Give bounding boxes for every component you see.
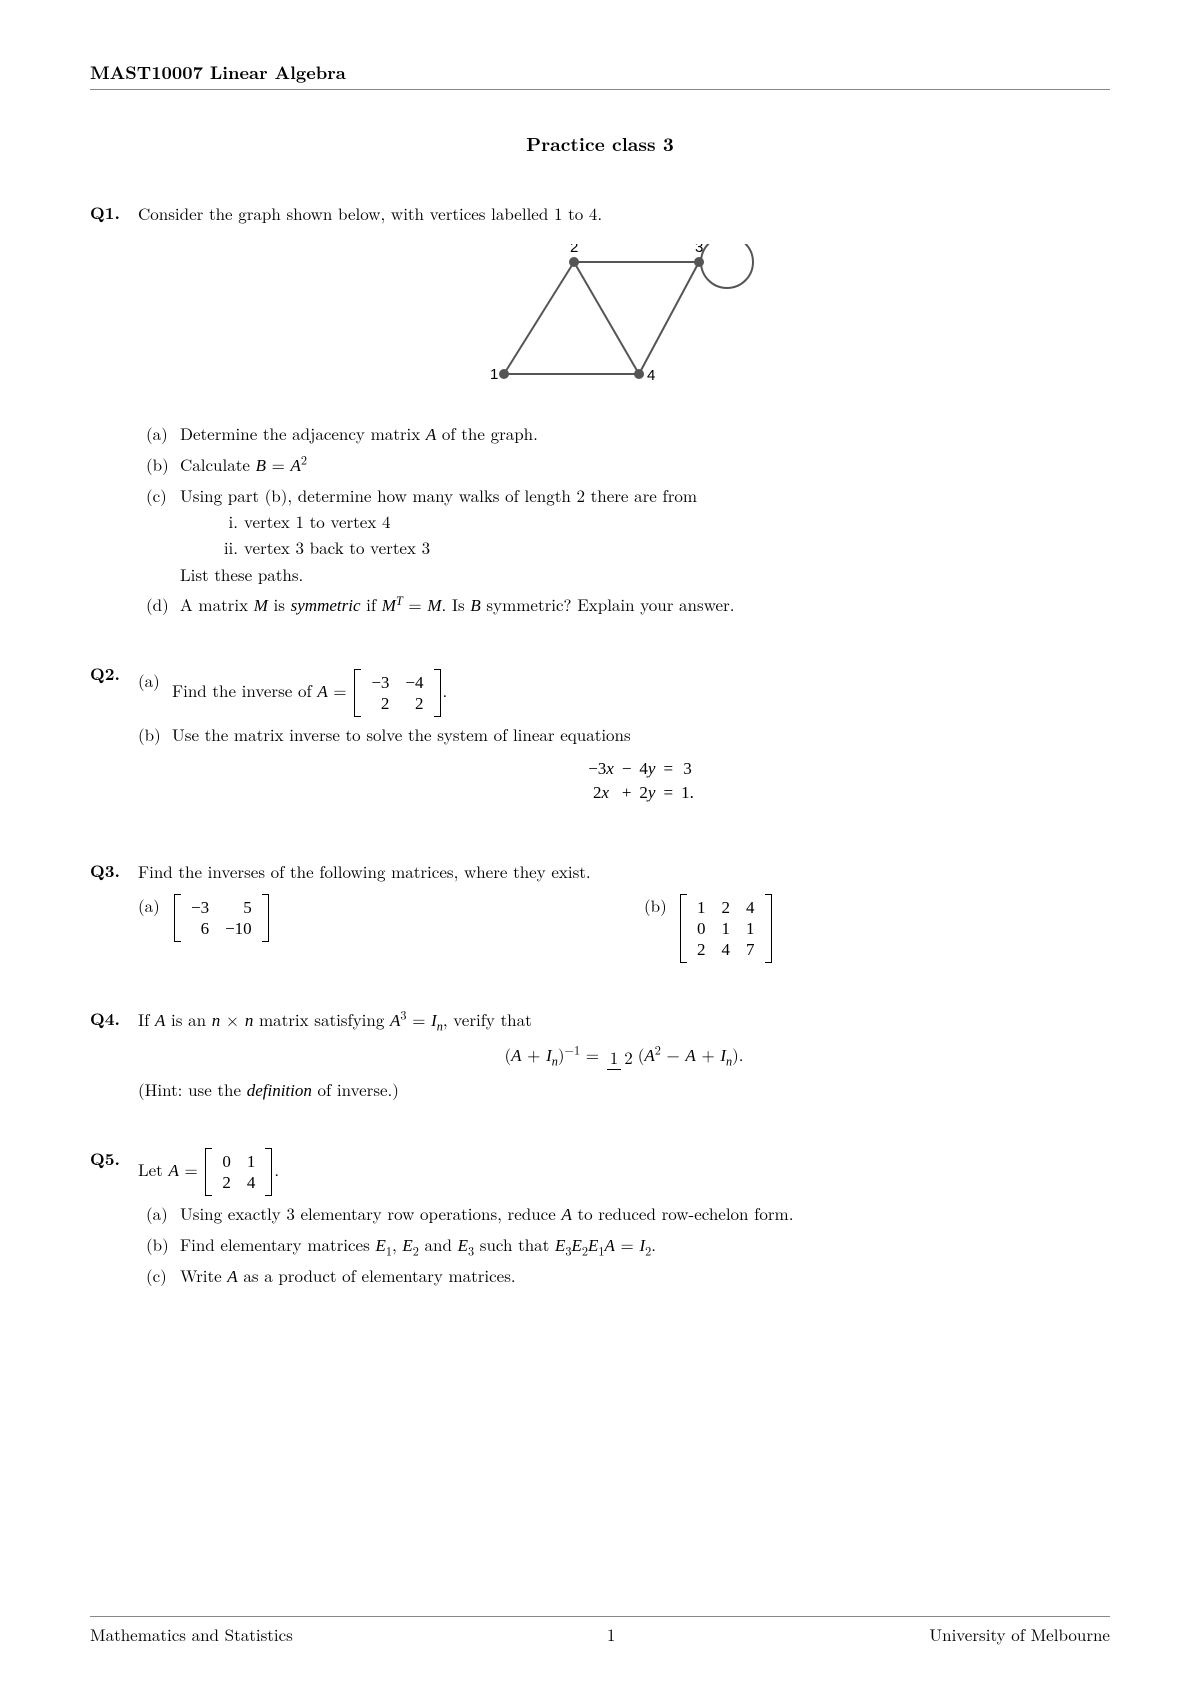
q3a-matrix: −356−10 bbox=[174, 894, 269, 943]
q4-label: Q4. bbox=[90, 1008, 138, 1032]
q1d: A matrix M is symmetric if MT = M. Is B … bbox=[180, 593, 1110, 618]
footer-center: 1 bbox=[607, 1623, 616, 1647]
q1-intro: Consider the graph shown below, with ver… bbox=[138, 202, 1110, 226]
svg-text:2: 2 bbox=[570, 244, 578, 256]
page-title: Practice class 3 bbox=[90, 130, 1110, 157]
page: MAST10007 Linear Algebra Practice class … bbox=[0, 0, 1200, 1697]
q4-body: If A is an n × n matrix satisfying A3 = … bbox=[138, 1008, 1110, 1102]
q2b: Use the matrix inverse to solve the syst… bbox=[172, 723, 1110, 814]
question-3: Q3. Find the inverses of the following m… bbox=[90, 860, 1110, 964]
q2a: Find the inverse of A = −3−422. bbox=[172, 669, 1110, 718]
header: MAST10007 Linear Algebra bbox=[90, 60, 1110, 90]
graph-svg: 1 2 3 4 bbox=[474, 244, 774, 399]
q4-equation: (A + In)−1 = 12(A2 − A + In). bbox=[138, 1043, 1110, 1068]
question-5: Q5. Let A = 0124. (a) Using exactly 3 el… bbox=[90, 1148, 1110, 1289]
course-code: MAST10007 Linear Algebra bbox=[90, 60, 346, 85]
q5-label: Q5. bbox=[90, 1148, 138, 1172]
q3-label: Q3. bbox=[90, 860, 138, 884]
q5b: Find elementary matrices E1, E2 and E3 s… bbox=[180, 1233, 1110, 1258]
footer-right: University of Melbourne bbox=[929, 1623, 1110, 1647]
label-b: (b) bbox=[146, 1233, 180, 1258]
svg-text:3: 3 bbox=[695, 244, 703, 256]
q5a: Using exactly 3 elementary row operation… bbox=[180, 1202, 1110, 1227]
label-d: (d) bbox=[146, 593, 180, 618]
label-a: (a) bbox=[138, 669, 172, 718]
q1c: Using part (b), determine how many walks… bbox=[180, 484, 1110, 587]
label-b: (b) bbox=[138, 723, 172, 814]
q5c: Write A as a product of elementary matri… bbox=[180, 1264, 1110, 1289]
question-2: Q2. (a) Find the inverse of A = −3−422. … bbox=[90, 663, 1110, 815]
q1a: Determine the adjacency matrix A of the … bbox=[180, 422, 1110, 447]
label-c: (c) bbox=[146, 484, 180, 587]
q3a: (a) −356−10 bbox=[138, 894, 604, 964]
label-a: (a) bbox=[146, 422, 180, 447]
q5-intro: Let A = 0124. bbox=[138, 1148, 1110, 1197]
svg-text:4: 4 bbox=[647, 367, 655, 384]
q5-matrix: 0124 bbox=[205, 1148, 272, 1197]
svg-text:1: 1 bbox=[490, 366, 498, 383]
label-c: (c) bbox=[146, 1264, 180, 1289]
q3-intro: Find the inverses of the following matri… bbox=[138, 860, 1110, 884]
q3b: (b) 124011247 bbox=[644, 894, 1110, 964]
q1b: Calculate B = A2 bbox=[180, 453, 1110, 478]
q2-label: Q2. bbox=[90, 663, 138, 687]
footer: Mathematics and Statistics 1 University … bbox=[90, 1616, 1110, 1647]
q3b-matrix: 124011247 bbox=[680, 894, 772, 964]
q2a-matrix: −3−422 bbox=[354, 669, 440, 718]
q1-label: Q1. bbox=[90, 202, 138, 226]
label-a: (a) bbox=[146, 1202, 180, 1227]
q1-graph: 1 2 3 4 bbox=[138, 244, 1110, 405]
question-4: Q4. If A is an n × n matrix satisfying A… bbox=[90, 1008, 1110, 1102]
footer-left: Mathematics and Statistics bbox=[90, 1623, 293, 1647]
q2-system: −3x−4y=32x+2y=1. bbox=[172, 757, 1110, 805]
question-1: Q1. Consider the graph shown below, with… bbox=[90, 202, 1110, 618]
label-b: (b) bbox=[146, 453, 180, 478]
q4-hint: (Hint: use the definition of inverse.) bbox=[138, 1078, 1110, 1103]
